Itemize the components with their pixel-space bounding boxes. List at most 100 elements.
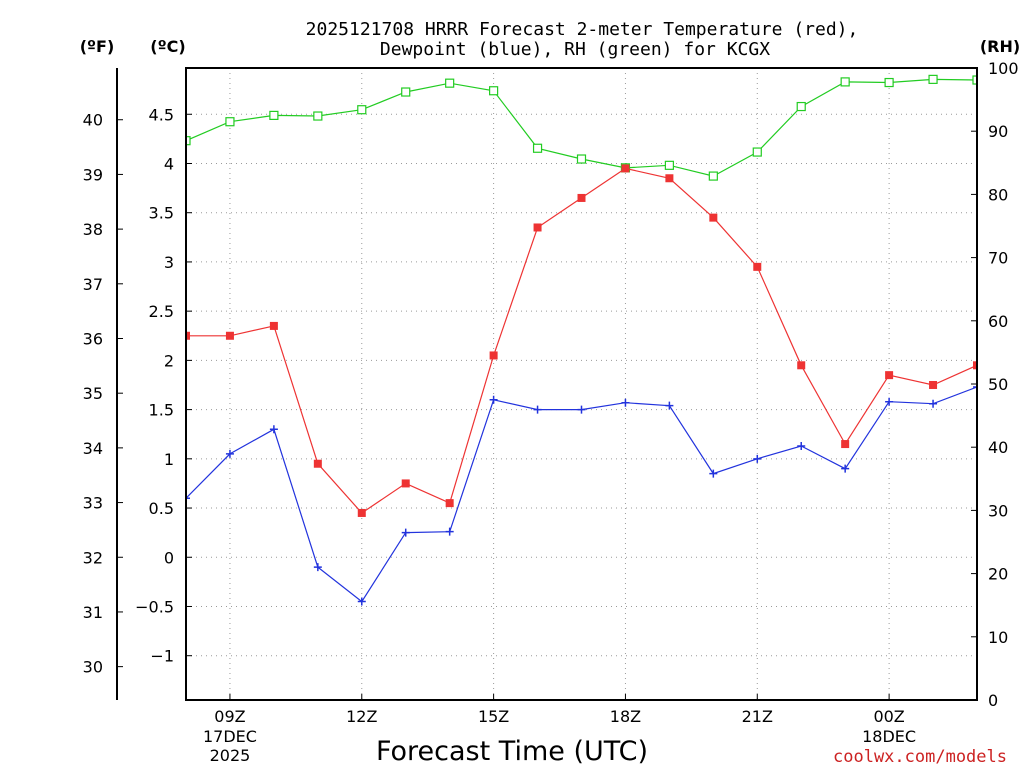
chart-title-line2: Dewpoint (blue), RH (green) for KCGX (380, 39, 770, 60)
temperature-point (973, 361, 977, 370)
rh-point (225, 117, 235, 127)
series-layer (186, 74, 977, 606)
fahrenheit-tick-label: 37 (83, 275, 103, 294)
fahrenheit-tick-label: 36 (83, 329, 103, 348)
dewpoint-point (841, 464, 850, 473)
dewpoint-point (186, 494, 190, 503)
temperature-point (753, 262, 762, 271)
fahrenheit-tick-label: 33 (83, 494, 103, 513)
temperature-point (269, 321, 278, 330)
dewpoint-point (489, 395, 498, 404)
dewpoint-point (445, 527, 454, 536)
fahrenheit-tick-label: 32 (83, 548, 103, 567)
rh-tick-label: 30 (988, 501, 1008, 520)
rh-point (576, 154, 587, 164)
rh-point (972, 75, 977, 85)
celsius-tick-label: −1 (150, 647, 174, 666)
temperature-point (186, 331, 190, 340)
x-tick-date: 18DEC (862, 727, 916, 746)
fahrenheit-unit-label: (ºF) (80, 37, 115, 56)
x-tick-label: 00Z (873, 707, 904, 726)
temperature-point (225, 331, 234, 340)
dewpoint-point (621, 398, 630, 407)
rh-point (708, 171, 718, 181)
rh-tick-label: 0 (988, 691, 998, 710)
celsius-tick-label: 2.5 (149, 302, 174, 321)
x-tick-label: 18Z (610, 707, 641, 726)
rh-point (186, 136, 191, 146)
temperature-point (489, 351, 498, 360)
celsius-tick-label: 2 (164, 351, 174, 370)
temperature-point (445, 499, 454, 508)
fahrenheit-tick-label: 30 (83, 658, 103, 677)
celsius-unit-label: (ºC) (150, 37, 185, 56)
fahrenheit-tick-label: 38 (83, 220, 103, 239)
temperature-point (401, 479, 410, 488)
dewpoint-point (269, 425, 278, 434)
celsius-tick-label: 1 (164, 450, 174, 469)
temperature-point (709, 213, 718, 222)
rh-point (532, 143, 543, 153)
credit-text: coolwx.com/models (833, 747, 1007, 767)
rh-point (664, 160, 674, 170)
rh-point (928, 74, 938, 84)
rh-tick-label: 60 (988, 312, 1008, 331)
celsius-tick-label: 0 (164, 548, 174, 567)
celsius-tick-label: 0.5 (149, 499, 174, 518)
dewpoint-point (929, 399, 938, 408)
temperature-point (621, 164, 630, 173)
rh-point (357, 105, 367, 115)
fahrenheit-tick-label: 35 (83, 384, 103, 403)
rh-point (796, 101, 806, 112)
dewpoint-point (709, 469, 718, 478)
rh-tick-label: 90 (988, 122, 1008, 141)
dewpoint-point (357, 597, 366, 606)
fahrenheit-tick-label: 40 (83, 111, 103, 130)
rh-point (313, 111, 323, 121)
temperature-point (841, 440, 850, 449)
rh-tick-label: 50 (988, 375, 1008, 394)
celsius-tick-label: 3 (164, 253, 174, 272)
rh-tick-label: 10 (988, 628, 1008, 647)
dewpoint-line (186, 386, 977, 603)
celsius-tick-label: −0.5 (135, 597, 174, 616)
dewpoint-point (797, 442, 806, 451)
fahrenheit-tick-label: 39 (83, 165, 103, 184)
rh-point (884, 77, 894, 88)
x-tick-label: 12Z (346, 707, 377, 726)
x-tick-date: 17DEC (203, 727, 257, 746)
series-clip-group (186, 74, 977, 606)
temperature-point (357, 508, 366, 517)
rh-unit-label: (RH) (980, 37, 1020, 56)
temperature-line (186, 167, 977, 514)
rh-point (840, 77, 850, 87)
dewpoint-point (401, 528, 410, 537)
rh-point (445, 78, 455, 88)
dewpoint-point (225, 449, 234, 458)
celsius-tick-label: 1.5 (149, 401, 174, 420)
x-tick-year: 2025 (210, 746, 251, 765)
dewpoint-point (973, 382, 977, 391)
temperature-point (577, 193, 586, 202)
x-axis-title: Forecast Time (UTC) (376, 736, 648, 767)
dewpoint-point (665, 401, 674, 410)
dewpoint-point (577, 405, 586, 414)
temperature-point (797, 361, 806, 370)
temperature-point (885, 371, 894, 380)
x-tick-label: 21Z (742, 707, 773, 726)
temperature-point (929, 380, 938, 389)
dewpoint-point (885, 397, 894, 406)
temperature-point (313, 459, 322, 468)
rh-tick-label: 80 (988, 185, 1008, 204)
dewpoint-point (313, 563, 322, 572)
rh-point (752, 147, 762, 157)
fahrenheit-tick-label: 31 (83, 603, 103, 622)
fahrenheit-tick-label: 34 (83, 439, 103, 458)
chart-title-line1: 2025121708 HRRR Forecast 2-meter Tempera… (306, 19, 859, 40)
rh-tick-label: 70 (988, 249, 1008, 268)
temperature-point (533, 223, 542, 232)
celsius-tick-label: 4.5 (149, 105, 174, 124)
x-tick-label: 09Z (214, 707, 245, 726)
celsius-tick-label: 3.5 (149, 204, 174, 223)
